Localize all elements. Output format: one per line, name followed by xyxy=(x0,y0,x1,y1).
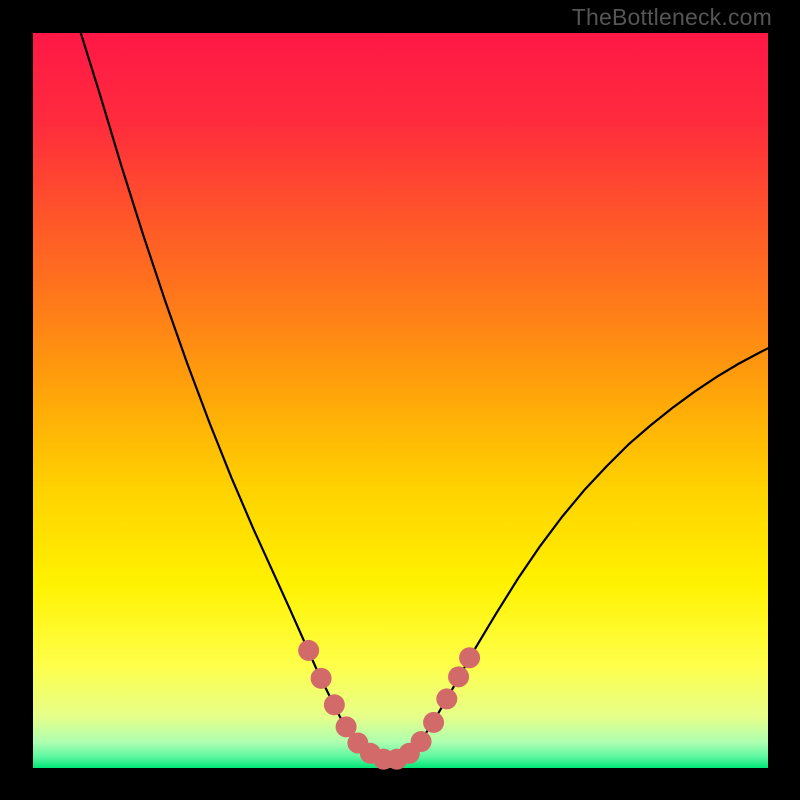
bead-marker xyxy=(459,647,480,668)
bead-marker xyxy=(311,668,332,689)
bead-marker xyxy=(423,712,444,733)
bottleneck-chart xyxy=(0,0,800,800)
watermark-text: TheBottleneck.com xyxy=(572,4,772,31)
bead-marker xyxy=(436,688,457,709)
plot-background-gradient xyxy=(33,33,768,768)
bead-marker xyxy=(298,640,319,661)
bead-marker xyxy=(448,666,469,687)
bead-marker xyxy=(324,694,345,715)
page-root: TheBottleneck.com xyxy=(0,0,800,800)
bead-marker xyxy=(411,731,432,752)
